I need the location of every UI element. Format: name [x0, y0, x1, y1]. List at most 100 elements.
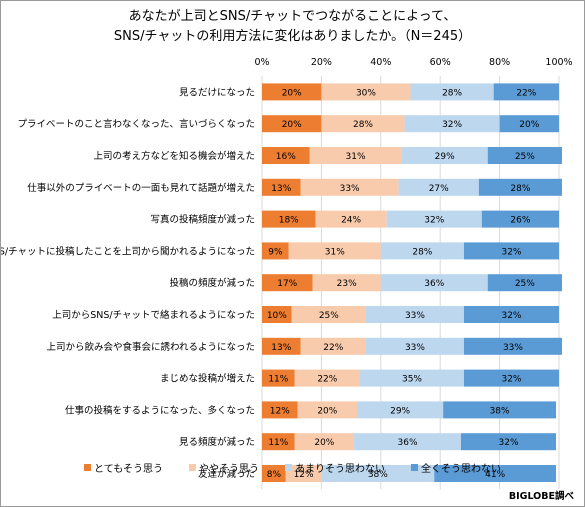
- data-label: 9%: [268, 247, 283, 257]
- data-label: 32%: [424, 216, 444, 226]
- data-label: 25%: [515, 152, 535, 162]
- category-label: 友達が減った: [198, 468, 255, 480]
- bar-segment: [300, 178, 399, 196]
- data-label: 32%: [501, 311, 521, 321]
- bar-segment: [386, 210, 482, 228]
- data-label: 33%: [503, 343, 523, 353]
- bar-segment: [285, 465, 322, 482]
- category-label: 上司からSNS/チャットで絡まれるようになった: [52, 309, 255, 321]
- category-label: 見る頻度が減った: [179, 436, 255, 448]
- data-label: 18%: [279, 216, 299, 226]
- bar-segment: [262, 178, 301, 196]
- bar-segment: [487, 274, 562, 292]
- bar-segment: [410, 83, 494, 101]
- legend-label: とてもそう思う: [94, 464, 163, 475]
- bar-segment: [354, 433, 461, 451]
- bar-segment: [262, 433, 295, 451]
- bar-segment: [321, 465, 435, 482]
- data-label: 17%: [277, 279, 297, 289]
- data-label: 31%: [325, 247, 345, 257]
- chart-title-line-1: あなたが上司とSNS/チャットでつながることによって、: [128, 9, 457, 24]
- data-label: 38%: [490, 406, 510, 416]
- data-label: 11%: [268, 438, 288, 448]
- category-label: 投稿の頻度が減った: [169, 277, 255, 289]
- bar-segment: [297, 401, 358, 419]
- bar-segment: [262, 306, 292, 323]
- bar-segment: [262, 274, 313, 292]
- legend-item: ややそう思う: [189, 460, 259, 475]
- data-label: 12%: [270, 406, 290, 416]
- x-tick-label: 0%: [254, 57, 269, 68]
- bar-segment: [463, 337, 562, 355]
- bar-segment: [460, 433, 557, 451]
- legend-swatch: [84, 464, 91, 471]
- x-tick-label: 40%: [370, 57, 391, 68]
- data-label: 41%: [485, 470, 505, 480]
- x-tick-label: 20%: [311, 57, 332, 68]
- bar-segment: [360, 369, 464, 387]
- data-label: 32%: [501, 375, 521, 385]
- bar-segment: [463, 242, 559, 260]
- bar-segment: [443, 401, 557, 419]
- bar-segment: [478, 178, 562, 196]
- data-label: 20%: [317, 406, 337, 416]
- data-label: 22%: [516, 88, 536, 98]
- category-label: SNS/チャットに投稿したことを上司から聞かれるようになった: [1, 245, 255, 257]
- data-label: 32%: [442, 120, 462, 130]
- bar-segment: [493, 83, 559, 101]
- data-label: 35%: [402, 375, 422, 385]
- bar-segment: [463, 369, 559, 387]
- data-label: 13%: [271, 184, 291, 194]
- data-label: 8%: [267, 470, 282, 480]
- category-label: 仕事の投稿をするようになった、多くなった: [65, 404, 255, 416]
- bar-segment: [262, 83, 322, 101]
- bar-segment: [365, 337, 464, 355]
- category-label: 上司の考え方などを知る機会が増えた: [93, 150, 255, 162]
- x-tick-label: 80%: [489, 57, 510, 68]
- category-label: 写真の投稿頻度が減った: [150, 214, 255, 226]
- data-label: 36%: [398, 438, 418, 448]
- bar-segment: [262, 115, 322, 133]
- data-label: 29%: [390, 406, 410, 416]
- data-label: 28%: [510, 184, 530, 194]
- data-label: 27%: [429, 184, 449, 194]
- legend-swatch: [411, 464, 418, 471]
- data-label: 33%: [405, 311, 425, 321]
- legend-swatch: [285, 464, 292, 471]
- data-label: 32%: [499, 438, 519, 448]
- x-tick-label: 100%: [545, 57, 572, 68]
- data-label: 20%: [314, 438, 334, 448]
- data-label: 25%: [319, 311, 339, 321]
- bar-segment: [262, 210, 316, 228]
- data-label: 22%: [323, 343, 343, 353]
- bar-segment: [294, 433, 355, 451]
- data-label: 33%: [340, 184, 360, 194]
- bar-segment: [262, 369, 295, 387]
- x-tick-label: 60%: [430, 57, 451, 68]
- bar-segment: [294, 369, 361, 387]
- bar-segment: [404, 115, 500, 133]
- data-label: 10%: [267, 311, 287, 321]
- data-label: 13%: [271, 343, 291, 353]
- category-label: プライベートのこと言わなくなった、言いづらくなった: [17, 118, 255, 130]
- data-label: 28%: [412, 247, 432, 257]
- category-label: 上司から飲み会や食事会に誘われるようになった: [46, 341, 255, 353]
- chart-title-line-2: SNS/チャットの利用方法に変化はありましたか。（N＝245）: [113, 29, 472, 44]
- bar-segment: [262, 242, 289, 260]
- bar-segment: [380, 242, 464, 260]
- data-label: 28%: [442, 88, 462, 98]
- bar-segment: [262, 337, 301, 355]
- data-label: 20%: [282, 120, 302, 130]
- category-label: 仕事以外のプライベートの一面も見れて話題が増えた: [27, 182, 255, 194]
- data-label: 25%: [515, 279, 535, 289]
- bar-segment: [291, 306, 366, 323]
- source-note: BIGLOBE調べ: [508, 491, 574, 502]
- bar-segment: [365, 306, 464, 323]
- bar-segment: [481, 210, 559, 228]
- data-label: 12%: [294, 470, 314, 480]
- bar-segment: [463, 306, 559, 323]
- bar-segment: [262, 401, 298, 419]
- bar-segment: [262, 147, 310, 164]
- data-label: 36%: [424, 279, 444, 289]
